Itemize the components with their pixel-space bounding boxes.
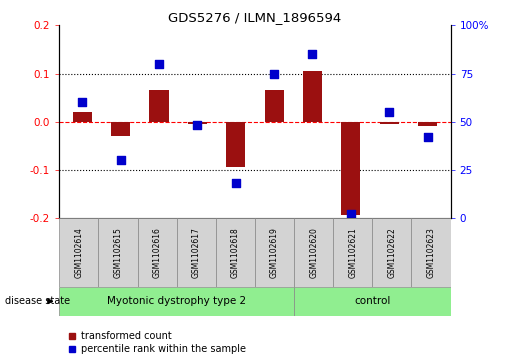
Bar — [59, 287, 294, 316]
Point — [308, 51, 317, 57]
Bar — [138, 218, 177, 287]
Text: GSM1102616: GSM1102616 — [152, 227, 162, 278]
Point — [347, 211, 355, 217]
Text: GSM1102618: GSM1102618 — [231, 227, 240, 278]
Text: GSM1102622: GSM1102622 — [387, 227, 397, 278]
Bar — [188, 122, 207, 124]
Text: GSM1102621: GSM1102621 — [348, 227, 357, 278]
Point — [78, 99, 87, 105]
Point — [155, 61, 163, 67]
Text: control: control — [354, 296, 390, 306]
Point — [385, 109, 393, 115]
Bar — [333, 218, 372, 287]
Point — [116, 157, 125, 163]
Text: Myotonic dystrophy type 2: Myotonic dystrophy type 2 — [107, 296, 246, 306]
Bar — [411, 218, 451, 287]
Bar — [294, 287, 451, 316]
Bar — [294, 218, 333, 287]
Bar — [73, 112, 92, 122]
Point — [270, 70, 278, 76]
Bar — [149, 90, 168, 122]
Bar — [216, 218, 255, 287]
Text: GSM1102614: GSM1102614 — [74, 227, 83, 278]
Bar — [265, 90, 284, 122]
Point — [193, 123, 201, 129]
Bar — [226, 122, 245, 167]
Legend: transformed count, percentile rank within the sample: transformed count, percentile rank withi… — [64, 327, 249, 358]
Text: GSM1102620: GSM1102620 — [309, 227, 318, 278]
Text: GSM1102615: GSM1102615 — [113, 227, 123, 278]
Bar — [111, 122, 130, 136]
Point — [423, 134, 432, 140]
Title: GDS5276 / ILMN_1896594: GDS5276 / ILMN_1896594 — [168, 11, 341, 24]
Bar — [177, 218, 216, 287]
Text: GSM1102623: GSM1102623 — [426, 227, 436, 278]
Text: GSM1102617: GSM1102617 — [192, 227, 201, 278]
Bar — [59, 218, 98, 287]
Bar — [380, 122, 399, 124]
Text: disease state: disease state — [5, 296, 70, 306]
Bar — [303, 71, 322, 122]
Bar — [372, 218, 411, 287]
Bar — [341, 122, 360, 215]
Bar — [255, 218, 294, 287]
Bar — [98, 218, 138, 287]
Text: GSM1102619: GSM1102619 — [270, 227, 279, 278]
Bar — [418, 122, 437, 126]
Point — [232, 180, 240, 186]
